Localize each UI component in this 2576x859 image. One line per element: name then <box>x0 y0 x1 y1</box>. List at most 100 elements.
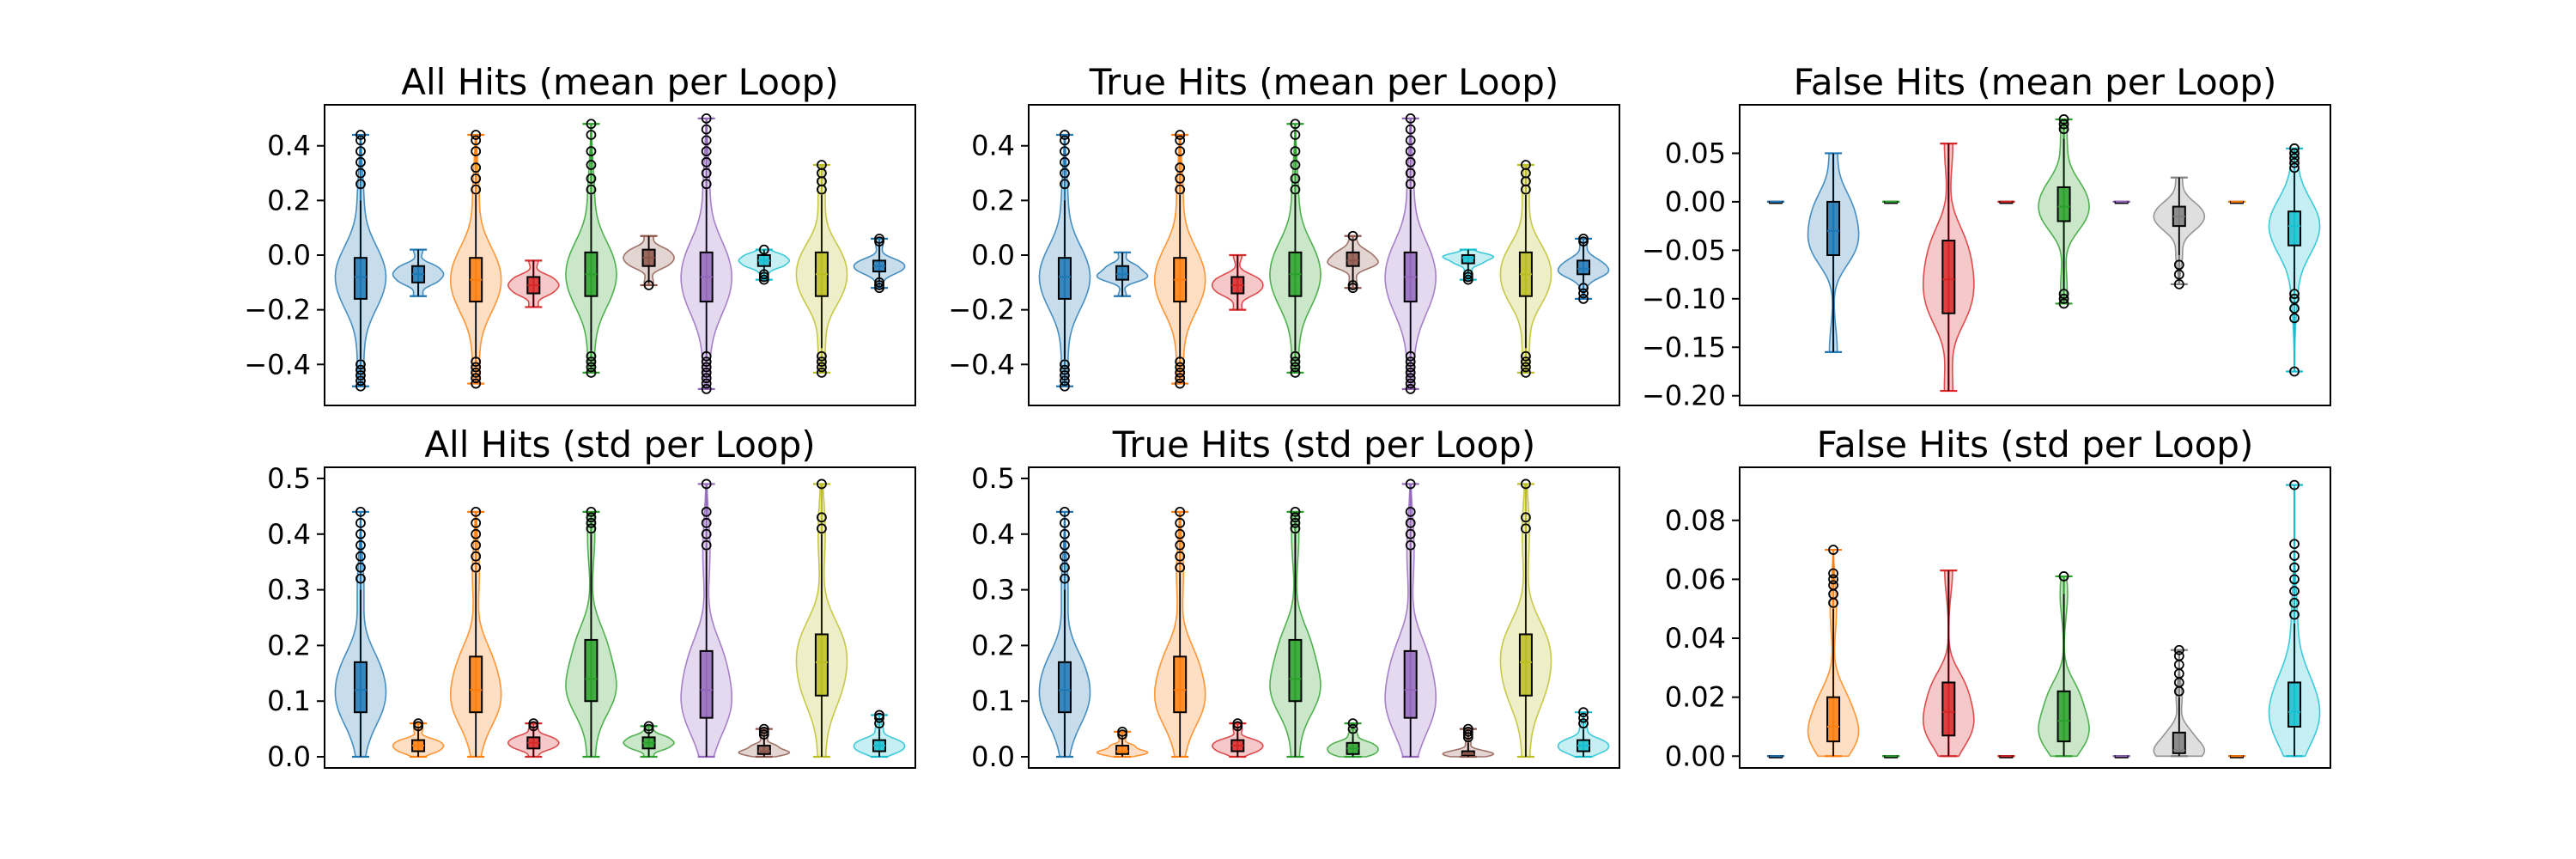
violin-group <box>1038 506 1091 758</box>
outlier-point <box>1060 156 1070 168</box>
outlier-point <box>2289 162 2300 174</box>
violin-group <box>334 506 387 758</box>
box-iqr <box>469 655 483 714</box>
outlier-point <box>471 135 482 146</box>
box-iqr <box>2057 690 2071 743</box>
outlier-point <box>1175 517 1186 528</box>
outlier-point <box>1578 718 1589 729</box>
violin-group <box>853 710 906 758</box>
outlier-point <box>2289 303 2300 314</box>
outlier-point <box>413 721 423 732</box>
outlier-point <box>2289 586 2300 597</box>
outlier-point <box>1175 146 1186 156</box>
outlier-point <box>874 236 884 247</box>
violin-group <box>2112 200 2130 204</box>
outlier-point <box>1405 135 1416 146</box>
box-iqr <box>1577 259 1591 276</box>
outlier-point <box>701 362 712 373</box>
violin-group <box>795 478 848 758</box>
outlier-point <box>1828 574 1838 585</box>
outlier-point <box>1521 367 1531 378</box>
outlier-point <box>2058 571 2069 582</box>
violin-group <box>1153 130 1206 389</box>
outlier-point <box>471 506 482 517</box>
outlier-point <box>1290 160 1301 170</box>
violin-group <box>1997 755 2015 758</box>
outlier-point <box>1521 356 1531 367</box>
outlier-point <box>701 356 712 367</box>
panel-1: All Hits (mean per Loop) −0.4 −0.2 0.0 0.2 0.… <box>244 61 916 406</box>
outlier-point <box>1232 718 1243 729</box>
outlier-point <box>1175 130 1186 140</box>
outlier-point <box>1578 288 1589 299</box>
y-tick-label: 0.4 <box>267 130 311 162</box>
outlier-point <box>1405 517 1416 528</box>
outlier-point <box>1462 723 1473 734</box>
outlier-point <box>2289 157 2300 168</box>
panel-title: True Hits (mean per Loop) <box>1089 61 1559 103</box>
panel-title: False Hits (std per Loop) <box>1817 423 2254 466</box>
y-tick-label: 0.04 <box>1665 622 1726 655</box>
box-iqr <box>2287 210 2302 247</box>
outlier-point <box>1462 729 1473 740</box>
y-tick-label: 0.0 <box>971 740 1015 773</box>
plot-frame <box>324 104 916 406</box>
outlier-point <box>817 350 827 362</box>
outlier-point <box>874 277 884 288</box>
outlier-point <box>1405 362 1416 373</box>
outlier-point <box>817 523 827 534</box>
outlier-point <box>355 528 366 539</box>
outlier-point <box>355 539 366 551</box>
outlier-point <box>471 551 482 562</box>
outlier-point <box>2289 551 2300 561</box>
y-tick-label: 0.06 <box>1665 563 1726 595</box>
box-iqr <box>1461 254 1475 265</box>
y-tick-label: 0.02 <box>1665 681 1726 714</box>
violin-group <box>1038 130 1091 392</box>
violin-group <box>1153 506 1206 758</box>
y-tick-label: −0.10 <box>1642 283 1726 315</box>
outlier-point <box>2058 293 2069 304</box>
outlier-point <box>1175 539 1186 551</box>
box-iqr <box>1518 633 1533 697</box>
outlier-point <box>1290 512 1301 523</box>
outlier-point <box>874 712 884 723</box>
outlier-point <box>758 271 769 283</box>
outlier-point <box>1578 234 1589 244</box>
box-iqr <box>2172 731 2186 754</box>
outlier-point <box>471 362 482 373</box>
outlier-point <box>586 362 597 373</box>
outlier-point <box>471 356 482 367</box>
outlier-point <box>758 274 769 285</box>
box-iqr <box>584 638 598 703</box>
outlier-point <box>1060 370 1070 381</box>
outlier-point <box>586 146 597 156</box>
outlier-point <box>1521 523 1531 534</box>
outlier-point <box>355 506 366 517</box>
outlier-point <box>1405 124 1416 135</box>
outlier-point <box>2173 644 2184 655</box>
outlier-point <box>1405 146 1416 156</box>
outlier-point <box>355 146 366 156</box>
outlier-point <box>1347 718 1358 729</box>
plot-frame <box>1028 104 1620 406</box>
violin-group <box>1807 545 1860 758</box>
outlier-point <box>701 168 712 179</box>
outlier-point <box>817 356 827 367</box>
violin-group <box>1997 200 2015 204</box>
outlier-point <box>701 384 712 394</box>
outlier-point <box>1175 184 1186 195</box>
outlier-point <box>1060 506 1070 517</box>
violin-group <box>334 130 387 392</box>
box-iqr <box>1288 638 1303 703</box>
outlier-point <box>874 280 884 290</box>
outlier-point <box>1347 283 1358 294</box>
outlier-point <box>2289 148 2300 159</box>
violin-group <box>507 718 560 758</box>
outlier-point <box>1175 562 1186 573</box>
panel-6: False Hits (std per Loop) 0.00 0.02 0.04 0.0… <box>1665 423 2331 772</box>
outlier-point <box>471 562 482 573</box>
y-tick-label: −0.05 <box>1642 234 1726 266</box>
outlier-point <box>471 373 482 384</box>
